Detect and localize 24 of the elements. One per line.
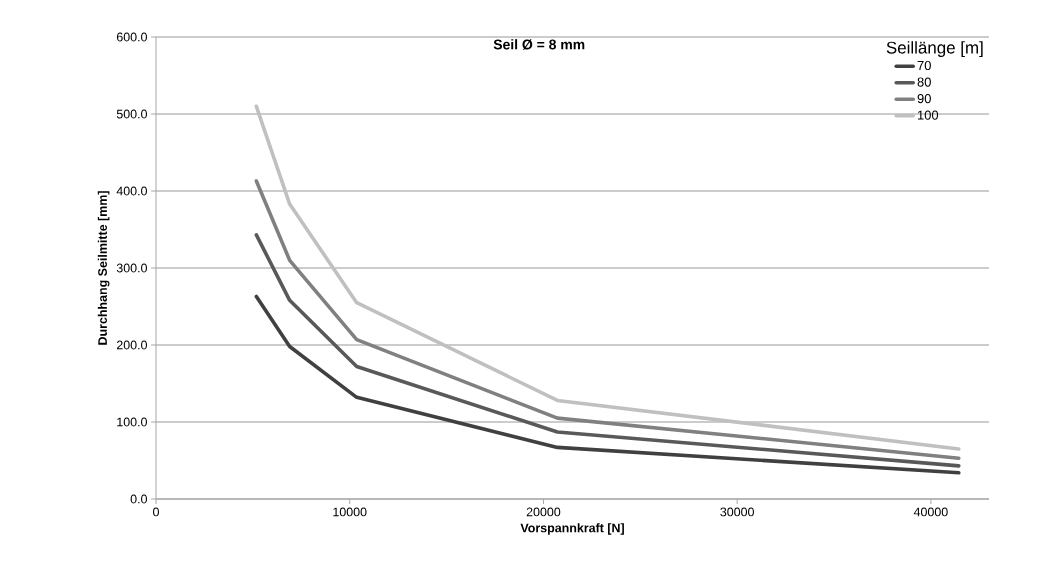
x-tick-label: 30000 (720, 507, 754, 517)
y-tick-label: 500.0 (116, 109, 147, 119)
chart-title: Seil Ø = 8 mm (493, 39, 585, 50)
legend-label: 70 (917, 60, 931, 71)
x-tick-label: 0 (153, 507, 159, 517)
line-series (254, 233, 961, 468)
y-tick-label: 400.0 (116, 186, 147, 196)
line-series (254, 179, 961, 460)
y-tick-label: 200.0 (116, 340, 147, 350)
x-tick-label: 10000 (333, 507, 367, 517)
y-tick-label: 100.0 (117, 417, 147, 427)
legend-label: 90 (917, 93, 931, 104)
y-tick-label: 300.0 (116, 263, 147, 273)
legend-title: Seillänge [m] (886, 41, 983, 57)
y-tick-label: 0.0 (130, 494, 147, 504)
x-axis-title: Vorspannkraft [N] (520, 523, 624, 535)
y-axis-title: Durchhang Seilmitte [mm] (97, 191, 110, 345)
legend-label: 100 (917, 110, 939, 120)
line-series (254, 104, 961, 451)
line-series (254, 294, 961, 475)
y-tick-label: 600.0 (116, 32, 147, 42)
x-tick-label: 20000 (526, 507, 561, 517)
x-tick-label: 40000 (913, 507, 948, 517)
legend-label: 80 (917, 77, 931, 87)
